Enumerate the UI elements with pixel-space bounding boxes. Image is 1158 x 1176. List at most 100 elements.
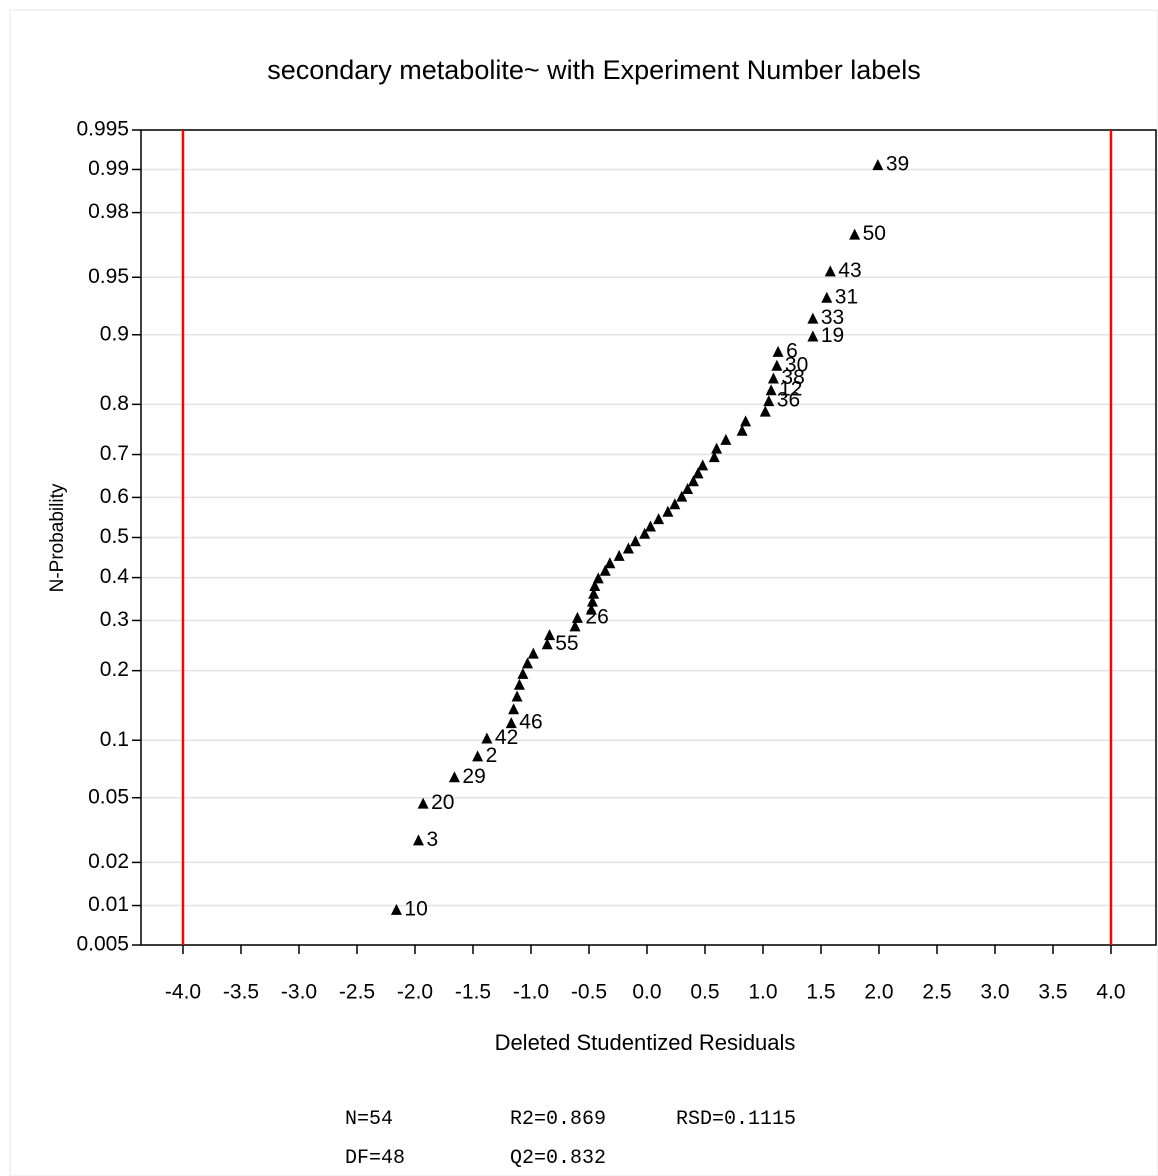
point (541, 638, 553, 650)
x-tick-label: 3.0 (980, 981, 1009, 1004)
point (676, 490, 688, 502)
point (588, 587, 600, 599)
x-tick-label: -2.0 (397, 981, 433, 1004)
y-tick-label: 0.1 (100, 728, 129, 751)
y-tick-label: 0.3 (100, 608, 129, 631)
point-label: 12 (779, 378, 802, 401)
point (585, 603, 597, 615)
point (481, 732, 493, 744)
point (589, 579, 601, 591)
point (629, 535, 641, 547)
point (708, 451, 720, 463)
x-tick-label: 4.0 (1096, 981, 1125, 1004)
point-label: 10 (404, 897, 427, 920)
point-label: 36 (777, 389, 800, 412)
point-label: 46 (519, 711, 542, 734)
point (644, 520, 656, 532)
y-tick-label: 0.8 (100, 392, 129, 415)
y-tick-label: 0.9 (100, 322, 129, 345)
point-label: 31 (835, 285, 858, 308)
point (586, 595, 598, 607)
point (508, 703, 520, 715)
point (687, 475, 699, 487)
point (807, 312, 819, 324)
point (682, 483, 694, 495)
x-tick-label: -2.5 (339, 981, 375, 1004)
point (821, 291, 833, 303)
y-axis-label: N-Probability (47, 483, 68, 592)
point (505, 717, 517, 729)
point (569, 620, 581, 632)
y-tick-label: 0.95 (88, 265, 129, 288)
point (653, 513, 665, 525)
x-tick-label: 1.5 (806, 981, 835, 1004)
x-tick-label: -0.5 (571, 981, 607, 1004)
point (472, 750, 484, 762)
point (511, 690, 523, 702)
x-tick-label: -3.0 (281, 981, 317, 1004)
y-tick-label: 0.05 (88, 785, 129, 808)
point (697, 459, 709, 471)
point (544, 629, 556, 641)
y-tick-label: 0.995 (76, 118, 129, 141)
point (622, 542, 634, 554)
y-tick-label: 0.01 (88, 893, 129, 916)
point (669, 498, 681, 510)
point (872, 159, 884, 171)
x-tick-label: 2.5 (922, 981, 951, 1004)
point-label: 39 (886, 153, 909, 176)
point (807, 330, 819, 342)
point (765, 384, 777, 396)
point (711, 442, 723, 454)
point-label: 3 (426, 828, 438, 851)
point-label: 30 (785, 353, 808, 376)
panel-frame (9, 9, 1158, 1176)
point (759, 405, 771, 417)
x-tick-label: -4.0 (165, 981, 201, 1004)
point-label: 38 (781, 366, 804, 389)
model-statistic: N=54 (345, 1108, 394, 1131)
point-label: 43 (838, 259, 861, 282)
point (740, 415, 752, 427)
point-label: 19 (821, 324, 844, 347)
point (417, 797, 429, 809)
x-tick-label: -3.5 (223, 981, 259, 1004)
y-tick-label: 0.5 (100, 525, 129, 548)
y-tick-label: 0.99 (88, 157, 129, 180)
model-statistic: RSD=0.1115 (676, 1108, 797, 1131)
point-label: 2 (486, 744, 498, 767)
point (592, 572, 604, 584)
x-tick-label: 0.0 (632, 981, 661, 1004)
point (527, 647, 539, 659)
point (522, 657, 534, 669)
model-statistic: R2=0.869 (510, 1108, 607, 1131)
y-tick-label: 0.6 (100, 485, 129, 508)
y-tick-label: 0.02 (88, 850, 129, 873)
point (824, 265, 836, 277)
point (736, 424, 748, 436)
model-statistic: Q2=0.832 (510, 1147, 607, 1170)
x-axis-label: Deleted Studentized Residuals (495, 1030, 796, 1055)
point (513, 678, 525, 690)
point (448, 771, 460, 783)
point (639, 527, 651, 539)
point (692, 467, 704, 479)
point (720, 433, 732, 445)
point-label: 6 (786, 339, 798, 362)
chart-title: secondary metabolite~ with Experiment Nu… (267, 55, 921, 85)
point (571, 611, 583, 623)
point (412, 834, 424, 846)
y-tick-label: 0.7 (100, 442, 129, 465)
y-tick-label: 0.005 (76, 933, 129, 956)
point-label: 20 (431, 791, 454, 814)
point-label: 42 (495, 726, 518, 749)
point (849, 228, 861, 240)
x-tick-label: -1.5 (455, 981, 491, 1004)
x-tick-label: 1.0 (748, 981, 777, 1004)
x-tick-label: -1.0 (513, 981, 549, 1004)
point (767, 372, 779, 384)
point (662, 505, 674, 517)
point-label: 33 (821, 306, 844, 329)
